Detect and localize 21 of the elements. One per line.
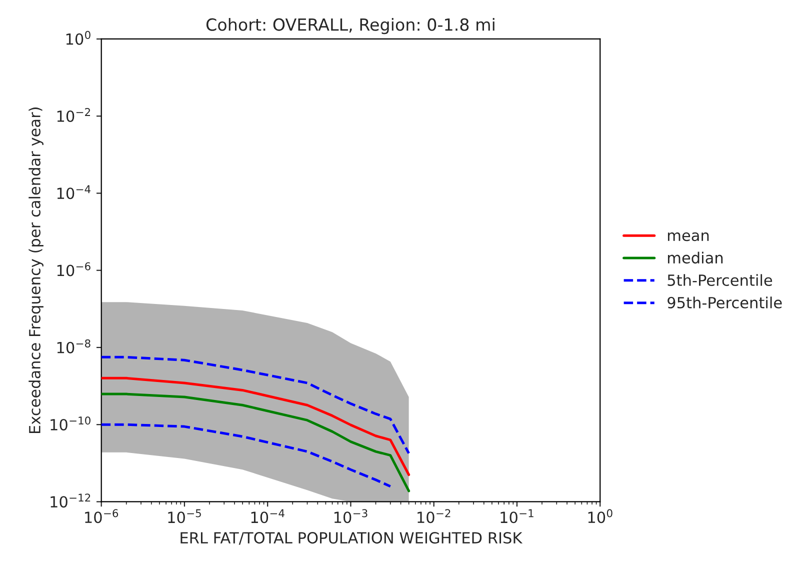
y-tick-label: 10$^{−6}$: [57, 262, 90, 276]
y-tick-label: 10$^{−10}$: [50, 416, 90, 430]
x-tick-label: 10$^{−1}$: [500, 509, 534, 524]
x-tick-label: 10$^{−3}$: [334, 509, 368, 524]
x-tick-label: 10$^{−2}$: [418, 509, 450, 524]
legend-label: 95th-Percentile: [668, 296, 782, 308]
y-tick-label: 10$^{0}$: [66, 30, 90, 45]
legend-label: median: [668, 252, 723, 264]
chart-title: Cohort: OVERALL, Region: 0-1.8 mi: [206, 18, 494, 34]
x-tick-label: 10$^{−4}$: [251, 509, 284, 524]
y-tick-label: 10$^{−12}$: [50, 494, 90, 508]
legend-label: mean: [668, 232, 709, 242]
x-axis-title: ERL FAT/TOTAL POPULATION WEIGHTED RISK: [180, 532, 523, 545]
x-tick-label: 10$^{−6}$: [85, 509, 118, 524]
y-axis-title: Exceedance Frequency (per calendar year): [28, 108, 44, 434]
x-tick-label: 10$^{0}$: [588, 509, 612, 524]
legend-label: 5th-Percentile: [668, 274, 772, 286]
y-tick-label: 10$^{−4}$: [57, 185, 90, 200]
y-tick-label: 10$^{−8}$: [57, 339, 90, 354]
y-tick-label: 10$^{−2}$: [57, 108, 90, 122]
x-tick-label: 10$^{−5}$: [168, 509, 201, 524]
